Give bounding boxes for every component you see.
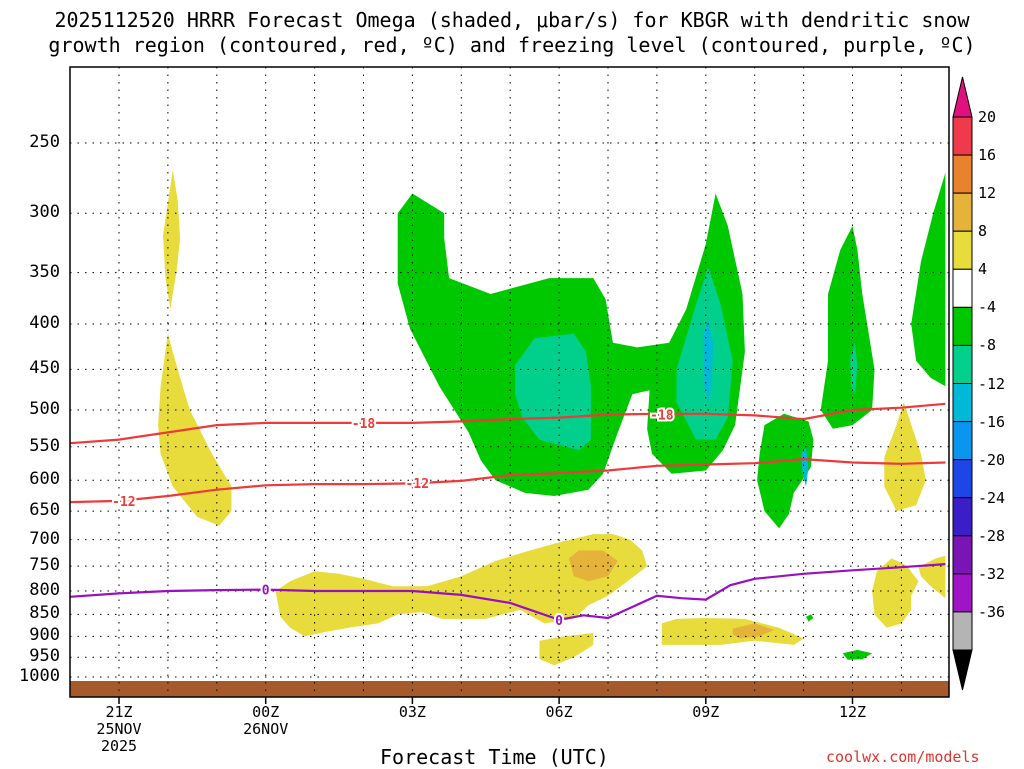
- colorbar-label: 16: [978, 146, 997, 165]
- omega-region-yellow-far-right-lower: [872, 558, 919, 628]
- colorbar-top-arrow: [952, 76, 973, 118]
- contour--12: [70, 457, 946, 504]
- chart-title-line1: 2025112520 HRRR Forecast Omega (shaded, …: [54, 8, 970, 32]
- y-tick-label: 800: [29, 580, 60, 601]
- contour-0: [70, 563, 946, 621]
- colorbar: [952, 76, 973, 691]
- omega-region-cyan-far-right: [801, 446, 809, 487]
- chart-title-line2: growth region (contoured, red, ºC) and f…: [48, 33, 976, 57]
- y-tick-label: 400: [29, 313, 60, 334]
- colorbar-segment: [952, 192, 973, 232]
- colorbar-segment: [952, 344, 973, 384]
- colorbar-label: -36: [978, 602, 1006, 621]
- colorbar-label: 20: [978, 108, 997, 126]
- x-tick-label: 06Z: [545, 703, 573, 721]
- omega-shading-layer: [70, 169, 949, 697]
- omega-region-green-right-edge: [911, 172, 946, 387]
- colorbar-label: -24: [978, 488, 1006, 507]
- omega-region-yellow-right-lower: [661, 618, 804, 645]
- contour-label: -18: [650, 409, 674, 424]
- y-tick-label: 750: [29, 555, 60, 576]
- colorbar-label: -28: [978, 526, 1006, 545]
- y-tick-label: 550: [29, 435, 60, 456]
- x-tick-label: 00Z 26NOV: [243, 703, 289, 738]
- colorbar-segment: [952, 459, 973, 499]
- colorbar-label: -20: [978, 450, 1006, 469]
- y-tick-label: 450: [29, 358, 60, 379]
- y-tick-label: 300: [29, 202, 60, 223]
- omega-region-green-dot: [806, 614, 814, 622]
- omega-region-teal-far-right: [850, 342, 858, 395]
- colorbar-segment: [952, 497, 973, 537]
- x-tick-label: 21Z 25NOV 2025: [96, 703, 142, 755]
- contour-lines: -18 -18 -12 -12 0 0: [70, 402, 946, 631]
- ground-surface: [70, 681, 949, 697]
- omega-region-yellow-right-corner: [918, 555, 946, 599]
- colorbar-label: -16: [978, 412, 1006, 431]
- colorbar-segment: [952, 116, 973, 156]
- x-ticks: [118, 697, 854, 704]
- omega-region-green-far-right-1: [757, 413, 814, 529]
- colorbar-label: 4: [978, 260, 988, 279]
- x-axis-title: Forecast Time (UTC): [380, 745, 609, 769]
- colorbar-segment: [952, 383, 973, 423]
- colorbar-label: 8: [978, 222, 988, 241]
- colorbar-label: -8: [978, 336, 997, 355]
- y-tick-label: 250: [29, 132, 60, 152]
- contour-label: -18: [352, 417, 376, 432]
- omega-region-green-far-right-2: [820, 225, 875, 429]
- omega-region-cyan-right: [703, 319, 714, 403]
- colorbar-segment: [952, 154, 973, 194]
- x-tick-label: 12Z: [838, 703, 867, 721]
- colorbar-label: -12: [978, 374, 1006, 393]
- y-tick-label: 350: [29, 261, 60, 282]
- colorbar-segment: [952, 268, 973, 308]
- contour--18: [70, 402, 946, 445]
- y-tick-label: 1000: [19, 666, 60, 686]
- colorbar-segment: [952, 611, 973, 651]
- colorbar-segment: [952, 306, 973, 346]
- x-tick-label: 09Z: [692, 703, 720, 721]
- y-tick-label: 950: [29, 646, 60, 667]
- colorbar-bottom-arrow: [952, 649, 973, 691]
- y-tick-label: 700: [29, 528, 60, 549]
- colorbar-segment: [952, 573, 973, 613]
- omega-region-teal-center: [515, 333, 591, 451]
- omega-region-yellow-bottom: [539, 633, 594, 666]
- omega-region-yellow-left: [158, 333, 232, 526]
- omega-region-yellow-right-mid: [884, 402, 926, 512]
- omega-region-green-bottom-blob: [842, 649, 873, 660]
- y-tick-label: 650: [29, 500, 60, 521]
- omega-region-yellow-upper-left: [163, 169, 181, 310]
- colorbar-label: -4: [978, 298, 997, 317]
- y-tick-label: 500: [29, 399, 60, 419]
- omega-region-orange-right-lower: [732, 623, 775, 639]
- y-tick-label: 600: [29, 469, 60, 490]
- colorbar-segment: [952, 421, 973, 461]
- credit-text: coolwx.com/models: [826, 748, 980, 766]
- contour-label: 0: [555, 614, 563, 629]
- colorbar-segment: [952, 535, 973, 575]
- colorbar-label: -32: [978, 564, 1006, 583]
- y-tick-label: 850: [29, 603, 60, 624]
- colorbar-segment: [952, 230, 973, 270]
- contour-label: -12: [406, 477, 429, 492]
- colorbar-label: 12: [978, 184, 997, 203]
- contour-label: 0: [262, 584, 270, 599]
- y-tick-label: 900: [29, 625, 60, 646]
- plot-frame: [69, 66, 950, 698]
- x-tick-label: 03Z: [398, 703, 426, 721]
- contour-label: -12: [112, 495, 135, 510]
- omega-region-orange-lower: [568, 550, 618, 582]
